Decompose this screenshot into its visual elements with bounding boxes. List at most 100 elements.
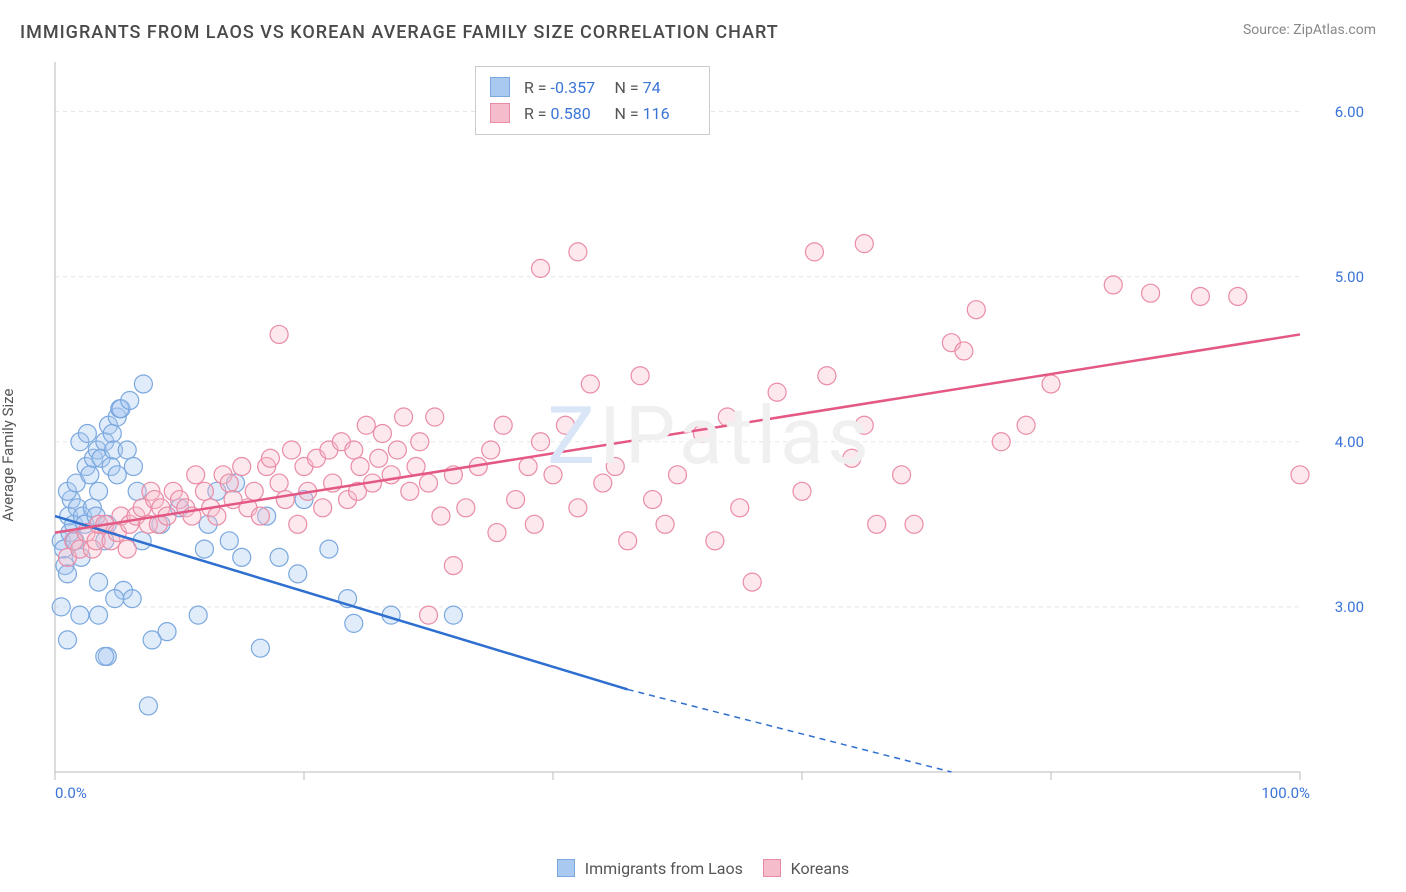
x-axis-min-label: 0.0% — [55, 784, 87, 802]
data-point-laos — [90, 606, 108, 624]
regression-line-laos-extrapolated — [628, 689, 952, 772]
data-point-koreans — [1291, 466, 1309, 484]
data-point-koreans — [606, 458, 624, 476]
data-point-laos — [320, 540, 338, 558]
data-point-koreans — [187, 466, 205, 484]
data-point-koreans — [768, 383, 786, 401]
data-point-koreans — [1191, 287, 1209, 305]
data-point-koreans — [556, 416, 574, 434]
legend-swatch-laos — [490, 77, 510, 97]
data-point-laos — [108, 466, 126, 484]
data-point-laos — [195, 540, 213, 558]
data-point-koreans — [195, 482, 213, 500]
data-point-laos — [81, 466, 99, 484]
data-point-koreans — [488, 524, 506, 542]
y-axis-label: Average Family Size — [0, 389, 17, 522]
data-point-koreans — [314, 499, 332, 517]
data-point-koreans — [395, 408, 413, 426]
data-point-laos — [233, 548, 251, 566]
data-point-koreans — [525, 515, 543, 533]
chart-source: Source: ZipAtlas.com — [1243, 22, 1376, 38]
data-point-koreans — [457, 499, 475, 517]
data-point-koreans — [283, 441, 301, 459]
data-point-laos — [90, 573, 108, 591]
data-point-laos — [444, 606, 462, 624]
data-point-koreans — [420, 474, 438, 492]
data-point-koreans — [594, 474, 612, 492]
data-point-koreans — [270, 474, 288, 492]
data-point-laos — [124, 458, 142, 476]
data-point-koreans — [289, 515, 307, 533]
data-point-koreans — [1142, 284, 1160, 302]
data-point-laos — [118, 441, 136, 459]
data-point-laos — [78, 425, 96, 443]
data-point-koreans — [693, 425, 711, 443]
data-point-laos — [345, 614, 363, 632]
data-point-koreans — [855, 235, 873, 253]
regression-line-koreans — [55, 334, 1300, 532]
y-tick-label: 6.00 — [1314, 103, 1364, 121]
data-point-koreans — [893, 466, 911, 484]
data-point-koreans — [370, 449, 388, 467]
data-point-koreans — [805, 243, 823, 261]
data-point-koreans — [581, 375, 599, 393]
data-point-laos — [270, 548, 288, 566]
data-point-koreans — [1042, 375, 1060, 393]
data-point-koreans — [261, 449, 279, 467]
data-point-laos — [71, 606, 89, 624]
data-point-laos — [139, 697, 157, 715]
data-point-koreans — [669, 466, 687, 484]
correlation-stats-box: R = -0.357 N = 74 R = 0.580 N = 116 — [475, 66, 710, 135]
data-point-laos — [103, 425, 121, 443]
data-point-koreans — [631, 367, 649, 385]
legend-swatch-koreans — [763, 859, 781, 877]
data-point-koreans — [426, 408, 444, 426]
data-point-koreans — [544, 466, 562, 484]
data-point-koreans — [731, 499, 749, 517]
data-point-koreans — [967, 301, 985, 319]
data-point-koreans — [532, 433, 550, 451]
data-point-koreans — [519, 458, 537, 476]
data-point-koreans — [345, 441, 363, 459]
data-point-koreans — [507, 491, 525, 509]
data-point-koreans — [220, 474, 238, 492]
data-point-koreans — [245, 482, 263, 500]
data-point-koreans — [644, 491, 662, 509]
data-point-laos — [96, 647, 114, 665]
data-point-laos — [121, 391, 139, 409]
legend-swatch-laos — [557, 859, 575, 877]
data-point-koreans — [1104, 276, 1122, 294]
data-point-koreans — [208, 507, 226, 525]
data-point-koreans — [388, 441, 406, 459]
data-point-laos — [123, 590, 141, 608]
data-point-koreans — [432, 507, 450, 525]
legend-label-koreans: Koreans — [791, 859, 850, 878]
data-point-koreans — [569, 243, 587, 261]
chart-area: ZIPatlas R = -0.357 N = 74 R = 0.580 N =… — [50, 62, 1370, 842]
data-point-koreans — [357, 416, 375, 434]
data-point-laos — [189, 606, 207, 624]
data-point-laos — [58, 631, 76, 649]
data-point-koreans — [955, 342, 973, 360]
regression-line-laos — [55, 516, 628, 689]
data-point-koreans — [373, 425, 391, 443]
data-point-koreans — [718, 408, 736, 426]
data-point-koreans — [494, 416, 512, 434]
data-point-koreans — [569, 499, 587, 517]
data-point-koreans — [619, 532, 637, 550]
data-point-koreans — [992, 433, 1010, 451]
data-point-koreans — [411, 433, 429, 451]
data-point-laos — [251, 639, 269, 657]
stats-row-laos: R = -0.357 N = 74 — [490, 75, 695, 101]
y-tick-label: 3.00 — [1314, 598, 1364, 616]
data-point-koreans — [251, 507, 269, 525]
data-point-koreans — [706, 532, 724, 550]
chart-svg — [50, 62, 1370, 842]
chart-title: IMMIGRANTS FROM LAOS VS KOREAN AVERAGE F… — [20, 22, 779, 43]
data-point-koreans — [401, 482, 419, 500]
data-point-koreans — [868, 515, 886, 533]
data-point-laos — [220, 532, 238, 550]
stats-row-koreans: R = 0.580 N = 116 — [490, 101, 695, 127]
data-point-koreans — [855, 416, 873, 434]
legend-swatch-koreans — [490, 103, 510, 123]
